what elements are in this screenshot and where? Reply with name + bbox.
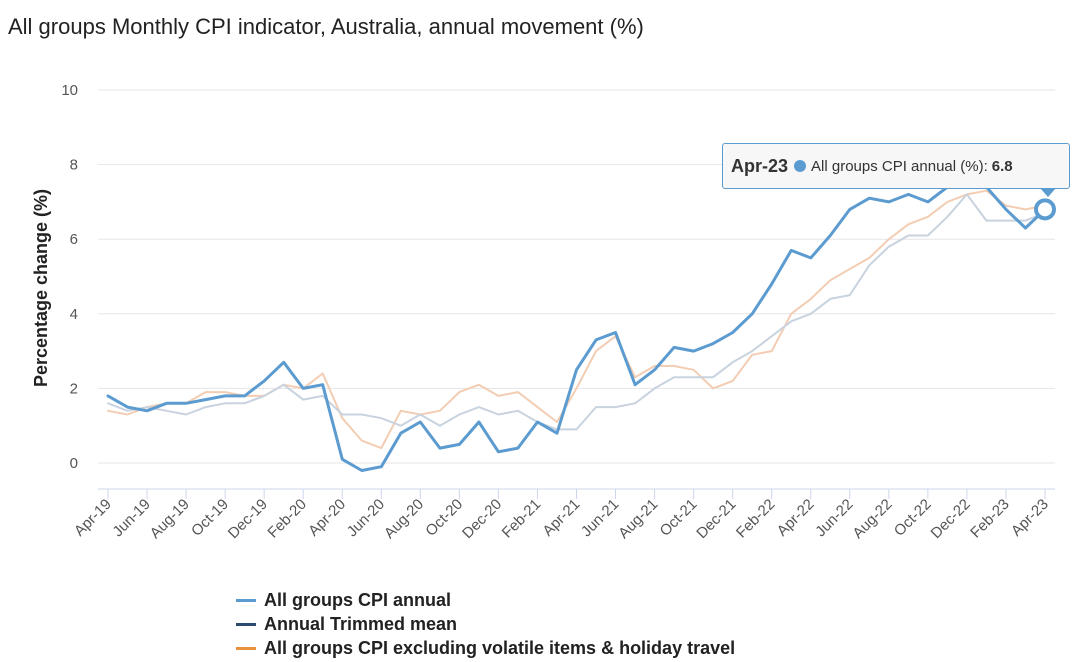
x-tick-label: Apr-23 [1008,496,1052,540]
y-tick-label: 0 [70,455,78,472]
legend-swatch [236,622,256,626]
y-tick-label: 8 [70,157,78,174]
y-tick-label: 6 [70,231,78,248]
tooltip-arrow [1040,188,1056,197]
legend-swatch [236,598,256,602]
y-tick-label: 4 [70,306,78,323]
x-tick-label: Feb-23 [967,496,1013,542]
x-tick-label: Aug-21 [615,496,661,542]
x-tick-label: Dec-21 [693,496,739,542]
series-line-1 [107,193,1046,431]
chart-title: All groups Monthly CPI indicator, Austra… [8,14,644,39]
legend-item-trimmed-mean[interactable]: Annual Trimmed mean [236,612,735,636]
x-tick-label: Feb-22 [733,496,779,542]
y-axis-ticks: 0 2 4 6 8 10 [61,82,78,472]
x-tick-label: Oct-21 [657,496,701,540]
tooltip-series-label: All groups CPI annual (%): [811,157,988,175]
legend-item-cpi-excluding-volatile[interactable]: All groups CPI excluding volatile items … [236,636,735,660]
series-line-0 [106,148,1047,472]
x-tick-label: Feb-20 [264,496,310,542]
x-tick-label: Dec-22 [928,496,974,542]
x-tick-label: Aug-20 [381,496,427,542]
x-tick-label: Feb-21 [499,496,545,542]
legend-item-cpi-annual[interactable]: All groups CPI annual [236,588,735,612]
x-tick-label: Apr-22 [774,496,818,540]
series-line-2 [107,189,1046,450]
tooltip-date: Apr-23 [731,155,789,176]
legend-label: All groups CPI annual [264,589,452,610]
x-tick-label: Oct-20 [422,496,466,540]
y-axis-label: Percentage change (%) [31,189,51,387]
x-tick-label: Jun-22 [812,496,856,540]
legend-swatch [236,646,256,650]
y-tick-label: 10 [61,82,78,99]
x-tick-label: Jun-21 [578,496,622,540]
highlight-point[interactable] [1034,198,1056,221]
highlight-marker [1034,198,1056,221]
series-lines [106,148,1047,472]
x-tick-label: Apr-20 [305,496,349,540]
legend-label: All groups CPI excluding volatile items … [264,637,736,658]
legend: All groups CPI annual Annual Trimmed mea… [236,588,735,660]
x-tick-label: Oct-19 [188,496,232,540]
tooltip-series-dot [794,160,807,172]
y-tick-label: 2 [70,380,78,397]
x-tick-label: Dec-20 [459,496,505,542]
x-tick-label: Aug-19 [147,496,193,542]
x-tick-label: Apr-21 [539,496,583,540]
x-axis-ticks: Apr-19Jun-19Aug-19Oct-19Dec-19Feb-20Apr-… [71,489,1052,542]
x-tick-label: Jun-19 [109,496,153,540]
tooltip-value: 6.8 [991,157,1013,175]
x-tick-label: Jun-20 [344,496,388,540]
x-tick-label: Apr-19 [71,496,115,540]
x-tick-label: Dec-19 [225,496,271,542]
x-tick-label: Oct-22 [891,496,935,540]
tooltip: Apr-23 All groups CPI annual (%): 6.8 [722,143,1070,189]
x-tick-label: Aug-22 [849,496,895,542]
legend-label: Annual Trimmed mean [264,613,458,634]
